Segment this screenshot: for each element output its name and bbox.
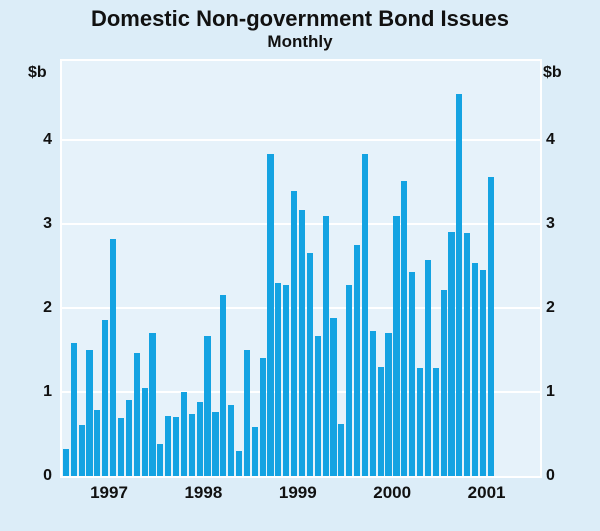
- bar: [188, 413, 195, 476]
- bar: [165, 415, 172, 476]
- bar: [180, 392, 188, 476]
- bar: [377, 366, 384, 476]
- bar: [275, 282, 282, 476]
- bar: [385, 333, 392, 476]
- x-tick-label: 1998: [184, 483, 223, 502]
- bar: [267, 154, 274, 476]
- y-axis-unit-left: $b: [28, 64, 47, 81]
- bar: [243, 350, 250, 476]
- chart-title: Domestic Non-government Bond Issues: [90, 6, 510, 31]
- y-tick-label-right: 2: [546, 298, 555, 316]
- bar: [212, 412, 219, 476]
- chart-subtitle: Monthly: [267, 32, 333, 51]
- y-tick-label-left: 4: [43, 130, 52, 148]
- bar: [102, 319, 109, 476]
- bar: [86, 350, 93, 476]
- bar: [235, 450, 243, 476]
- bar: [251, 427, 258, 476]
- bar: [141, 387, 148, 476]
- bar: [487, 176, 494, 476]
- bar: [125, 400, 132, 476]
- bar: [393, 215, 400, 476]
- bar: [361, 154, 369, 476]
- bar: [133, 352, 140, 476]
- bar: [369, 330, 376, 476]
- bar: [346, 285, 353, 476]
- x-tick-label: 2001: [467, 483, 506, 502]
- bar: [448, 231, 455, 476]
- bar: [298, 209, 306, 476]
- y-axis-unit-right: $b: [543, 64, 562, 81]
- bar: [291, 191, 298, 476]
- bar: [283, 285, 290, 476]
- bar: [338, 423, 345, 476]
- bar: [259, 357, 266, 476]
- bar: [416, 368, 424, 476]
- bar: [204, 335, 211, 476]
- bar: [70, 343, 77, 476]
- y-tick-label-right: 3: [546, 214, 555, 232]
- y-tick-label-left: 2: [43, 298, 52, 316]
- bar: [432, 368, 439, 476]
- bar: [306, 253, 313, 476]
- y-tick-label-right: 4: [546, 130, 555, 148]
- bar: [353, 244, 361, 476]
- bar: [78, 424, 85, 476]
- bar: [330, 318, 337, 476]
- x-tick-label: 1997: [90, 483, 128, 502]
- bar: [117, 418, 125, 476]
- bar: [440, 290, 447, 476]
- x-tick-label: 2000: [373, 483, 412, 502]
- bar: [149, 333, 156, 476]
- bar: [94, 410, 101, 476]
- bar: [196, 402, 203, 476]
- x-tick-label: 1999: [278, 483, 317, 502]
- bar: [62, 449, 70, 476]
- bar: [464, 233, 471, 476]
- y-tick-label-left: 3: [43, 214, 52, 232]
- bar: [401, 181, 408, 476]
- bar: [110, 239, 117, 476]
- y-tick-label-right: 1: [546, 382, 555, 400]
- bar: [157, 444, 164, 476]
- y-tick-label-left: 0: [43, 467, 52, 484]
- gridline-4: [62, 138, 540, 141]
- bar: [456, 93, 463, 476]
- y-tick-label-left: 1: [43, 382, 52, 400]
- bar: [479, 270, 487, 476]
- bar: [424, 260, 431, 476]
- bar: [228, 404, 235, 476]
- bar: [173, 417, 180, 476]
- bar: [472, 263, 479, 476]
- bar: [220, 295, 227, 476]
- bar: [314, 335, 321, 476]
- bar: [409, 271, 416, 476]
- bar: [322, 215, 329, 476]
- plot-area: [62, 61, 540, 476]
- y-tick-label-right: 0: [546, 467, 555, 484]
